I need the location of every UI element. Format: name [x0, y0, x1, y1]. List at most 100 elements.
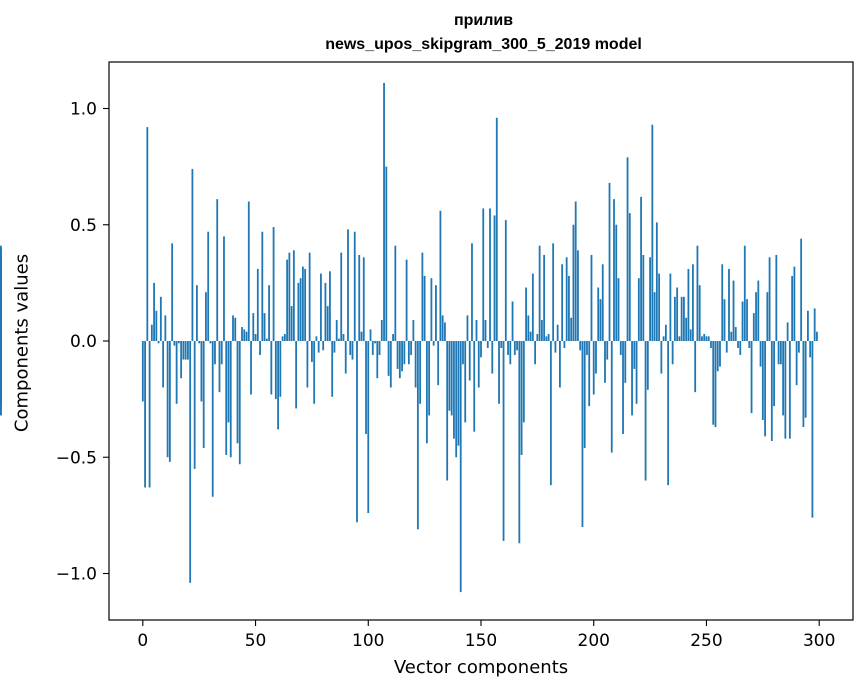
bar — [793, 266, 796, 341]
bar — [613, 199, 615, 341]
bar — [601, 264, 604, 341]
bar-series — [0, 82, 818, 593]
bar — [536, 334, 539, 341]
bar — [360, 331, 363, 341]
bar — [737, 341, 739, 348]
bar — [446, 341, 449, 481]
bar — [804, 341, 807, 418]
bar — [175, 341, 178, 404]
bar — [358, 254, 361, 341]
bar — [522, 341, 525, 423]
bar — [392, 334, 394, 341]
bar — [324, 282, 327, 342]
bar — [813, 308, 816, 341]
bar — [617, 278, 620, 341]
bar — [599, 299, 602, 341]
bar — [486, 341, 489, 348]
bar — [791, 275, 794, 341]
bar — [752, 313, 755, 341]
bar — [646, 341, 649, 390]
bar — [626, 157, 629, 341]
bar — [491, 341, 494, 374]
bar — [608, 182, 611, 341]
bar — [811, 341, 814, 518]
x-tick-label: 100 — [352, 631, 384, 651]
bar — [554, 341, 557, 353]
bar — [547, 334, 550, 341]
bar — [220, 341, 223, 365]
bar — [588, 341, 591, 407]
bar — [205, 292, 207, 341]
bar — [777, 341, 780, 365]
bar — [475, 320, 478, 341]
x-tick-label: 0 — [137, 631, 148, 651]
bar — [243, 329, 246, 342]
bar — [425, 341, 428, 444]
bar — [559, 341, 561, 388]
bar — [543, 254, 546, 341]
bar — [455, 341, 458, 458]
bar — [703, 334, 706, 341]
bar — [716, 341, 719, 372]
bar — [362, 257, 365, 341]
bar — [351, 341, 354, 360]
bar — [748, 341, 751, 348]
bar — [173, 341, 176, 346]
bar — [500, 341, 503, 348]
bar — [171, 243, 174, 341]
bar — [423, 275, 426, 341]
bar — [347, 229, 349, 341]
bar — [511, 301, 514, 341]
bar — [268, 285, 270, 341]
bar — [606, 341, 609, 360]
bar — [407, 341, 410, 365]
y-tick-label: 1.0 — [70, 100, 97, 120]
bar — [743, 245, 746, 341]
bar — [0, 271, 2, 341]
bar — [301, 266, 304, 341]
bar — [416, 341, 419, 530]
bar — [272, 227, 275, 341]
bar — [637, 278, 640, 341]
bar — [631, 341, 633, 416]
bar — [150, 324, 153, 341]
bar — [295, 341, 298, 409]
bar — [0, 341, 2, 346]
bar — [265, 338, 268, 341]
bar — [779, 341, 782, 365]
bar — [304, 268, 307, 341]
bar — [306, 341, 309, 388]
bar — [326, 306, 329, 342]
bar — [153, 282, 155, 342]
bar — [640, 196, 642, 341]
bar — [292, 250, 295, 341]
bar — [480, 341, 482, 358]
bar — [671, 341, 674, 365]
bar — [428, 341, 431, 416]
bar — [333, 341, 336, 353]
bar — [577, 250, 579, 341]
bar — [453, 341, 455, 439]
bar — [473, 341, 476, 432]
bar — [320, 273, 322, 341]
bar — [383, 82, 385, 342]
bar — [477, 341, 480, 388]
bar — [730, 331, 733, 341]
bar — [687, 268, 690, 341]
bar — [719, 341, 721, 367]
bar — [545, 336, 548, 341]
bar — [712, 341, 715, 425]
bar — [218, 341, 221, 393]
bar — [592, 341, 595, 395]
x-tick-label: 50 — [245, 631, 267, 651]
bar — [759, 341, 762, 367]
bar — [795, 341, 798, 386]
bar — [229, 341, 232, 458]
bar — [238, 341, 241, 465]
bar — [586, 341, 588, 355]
bar — [202, 341, 205, 448]
bar — [788, 341, 791, 439]
bar — [786, 322, 789, 341]
bar — [241, 327, 243, 341]
